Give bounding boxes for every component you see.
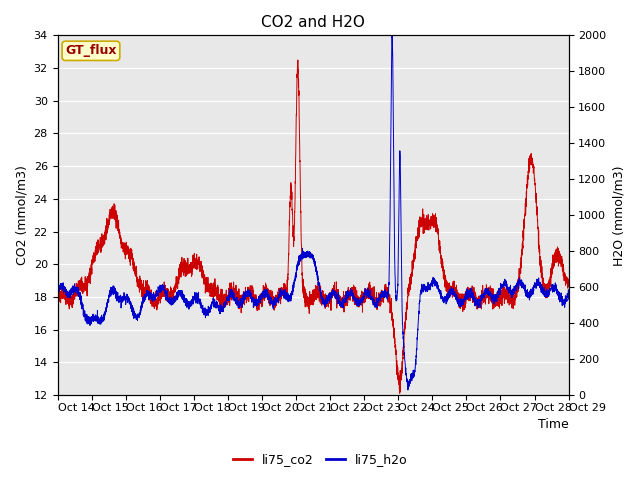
Y-axis label: H2O (mmol/m3): H2O (mmol/m3)	[612, 165, 625, 265]
Y-axis label: CO2 (mmol/m3): CO2 (mmol/m3)	[15, 165, 28, 265]
Title: CO2 and H2O: CO2 and H2O	[261, 15, 365, 30]
Text: GT_flux: GT_flux	[65, 44, 116, 57]
X-axis label: Time: Time	[538, 419, 568, 432]
Legend: li75_co2, li75_h2o: li75_co2, li75_h2o	[228, 448, 412, 471]
